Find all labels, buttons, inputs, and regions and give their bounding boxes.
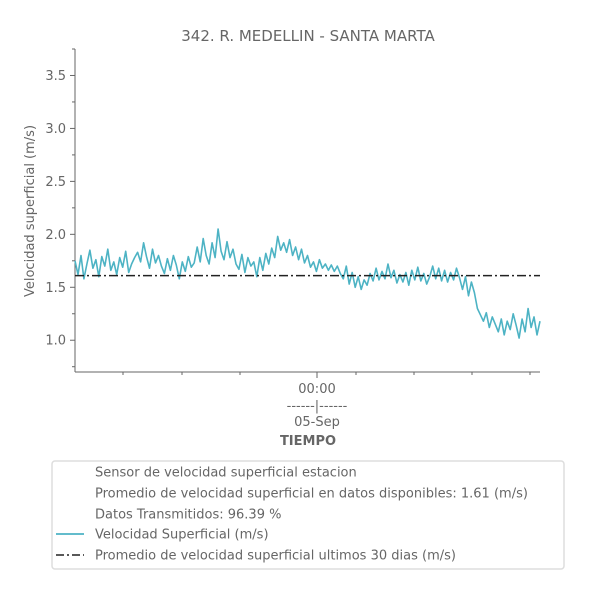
x-tick-label-separator: ------|------ <box>287 399 348 414</box>
chart-title: 342. R. MEDELLIN - SANTA MARTA <box>181 27 435 45</box>
legend-item-label: Velocidad Superficial (m/s) <box>95 528 269 543</box>
plot-area <box>74 228 541 339</box>
y-tick-label: 3.5 <box>45 69 66 84</box>
legend-item-label: Promedio de velocidad superficial en dat… <box>95 487 528 502</box>
legend-box <box>51 460 565 570</box>
legend-item-label: Datos Transmitidos: 96.39 % <box>95 508 281 523</box>
x-tick-label-date: 05-Sep <box>294 415 340 430</box>
y-tick-label: 2.0 <box>45 228 66 243</box>
legend: Sensor de velocidad superficial estacion… <box>56 466 528 564</box>
y-tick-label: 1.5 <box>45 281 66 296</box>
x-ticks <box>122 372 531 378</box>
legend-item-label: Promedio de velocidad superficial ultimo… <box>95 549 456 564</box>
x-axis-label: TIEMPO <box>280 434 336 449</box>
legend-item-label: Sensor de velocidad superficial estacion <box>95 466 357 481</box>
y-tick-label: 1.0 <box>45 334 66 349</box>
x-tick-label-time: 00:00 <box>298 382 335 397</box>
y-tick-label: 2.5 <box>45 175 66 190</box>
y-tick-label: 3.0 <box>45 122 66 137</box>
series-velocidad-superficial <box>74 228 541 339</box>
y-axis-label: Velocidad superficial (m/s) <box>23 125 38 297</box>
y-ticks: 1.0 1.5 2.0 2.5 3.0 3.5 <box>45 48 75 368</box>
